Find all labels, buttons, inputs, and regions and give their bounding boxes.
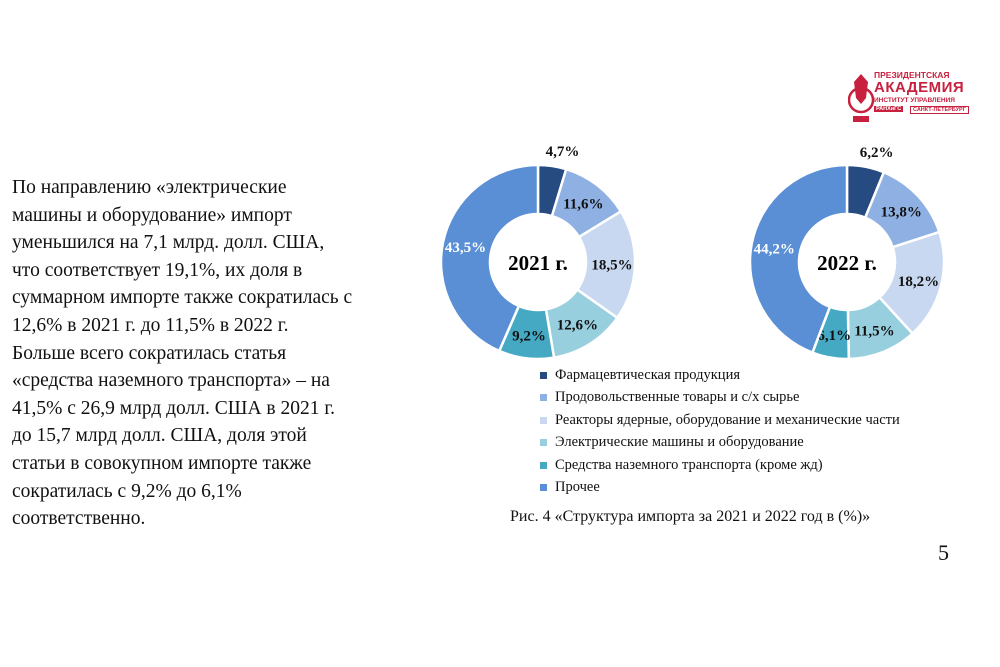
- legend-item: Средства наземного транспорта (кроме жд): [540, 454, 900, 477]
- legend-item: Прочее: [540, 477, 900, 500]
- slice-label: 4,7%: [546, 144, 580, 160]
- legend-swatch: [540, 394, 547, 402]
- legend-label: Средства наземного транспорта (кроме жд): [555, 456, 823, 473]
- legend-item: Электрические машины и оборудование: [540, 432, 900, 455]
- legend-label: Реакторы ядерные, оборудование и механич…: [555, 411, 900, 428]
- chart-legend: Фармацевтическая продукция Продовольствен…: [540, 364, 900, 499]
- logo-line2: АКАДЕМИЯ: [874, 79, 965, 96]
- legend-swatch: [540, 461, 547, 469]
- slice-label: 11,6%: [563, 196, 603, 212]
- logo-line4b: САНКТ-ПЕТЕРБУРГ: [910, 106, 969, 114]
- emblem-icon: [848, 74, 874, 122]
- figure-caption: Рис. 4 «Структура импорта за 2021 и 2022…: [510, 508, 871, 525]
- slice-label: 18,5%: [591, 257, 632, 273]
- body-text: По направлению «электрические машины и об…: [12, 174, 432, 533]
- body-text-line: соответственно.: [12, 508, 146, 530]
- slice-label: 13,8%: [881, 205, 922, 221]
- body-text-line: машины и оборудование» импорт: [12, 204, 292, 226]
- slice-label: 44,2%: [754, 242, 795, 258]
- body-text-line: Больше всего сократилась статья: [12, 342, 287, 364]
- legend-swatch: [540, 416, 547, 424]
- legend-item: Продовольственные товары и с/х сырье: [540, 387, 900, 410]
- legend-label: Продовольственные товары и с/х сырье: [555, 389, 800, 406]
- slice-label: 6,2%: [860, 145, 894, 161]
- body-text-line: По направлению «электрические: [12, 177, 287, 198]
- legend-swatch: [540, 371, 547, 379]
- center-year-label: 2021 г.: [508, 251, 568, 275]
- slice-label: 9,2%: [512, 328, 546, 344]
- legend-swatch: [540, 484, 547, 492]
- legend-label: Прочее: [555, 479, 600, 496]
- legend-item: Реакторы ядерные, оборудование и механич…: [540, 409, 900, 432]
- donut-slice: [439, 163, 540, 353]
- slice-label: 43,5%: [445, 240, 486, 256]
- slice-label: 6,1%: [817, 328, 851, 344]
- body-text-line: 41,5% с 26,9 млрд долл. США в 2021 г.: [12, 397, 336, 419]
- legend-swatch: [540, 439, 547, 447]
- legend-label: Электрические машины и оборудование: [555, 434, 804, 451]
- logo-line3: ИНСТИТУТ УПРАВЛЕНИЯ: [874, 97, 955, 104]
- donut-slice: [748, 163, 849, 355]
- slice-label: 18,2%: [898, 274, 939, 290]
- body-text-line: статьи в совокупном импорте также: [12, 452, 312, 474]
- body-text-line: 12,6% в 2021 г. до 11,5% в 2022 г.: [12, 314, 289, 336]
- body-text-line: что соответствует 19,1%, их доля в: [12, 259, 303, 281]
- logo-line1: ПРЕЗИДЕНТСКАЯ: [874, 70, 950, 80]
- slice-label: 11,5%: [854, 324, 894, 340]
- body-text-line: «средства наземного транспорта» – на: [12, 370, 330, 392]
- body-text-line: до 15,7 млрд долл. США, доля этой: [12, 425, 307, 447]
- academy-logo: ПРЕЗИДЕНТСКАЯ АКАДЕМИЯ ИНСТИТУТ УПРАВЛЕН…: [848, 68, 969, 130]
- body-text-line: сократилась с 9,2% до 6,1%: [12, 480, 242, 502]
- body-text-line: суммарном импорте также сократилась с: [12, 287, 353, 309]
- center-year-label: 2022 г.: [817, 251, 877, 275]
- logo-line4a: РАНХиГС: [874, 106, 904, 112]
- body-text-line: уменьшился на 7,1 млрд. долл. США,: [12, 232, 325, 254]
- legend-item: Фармацевтическая продукция: [540, 364, 900, 387]
- slice-label: 12,6%: [557, 318, 598, 334]
- legend-label: Фармацевтическая продукция: [555, 366, 740, 383]
- page-number: 5: [938, 540, 949, 565]
